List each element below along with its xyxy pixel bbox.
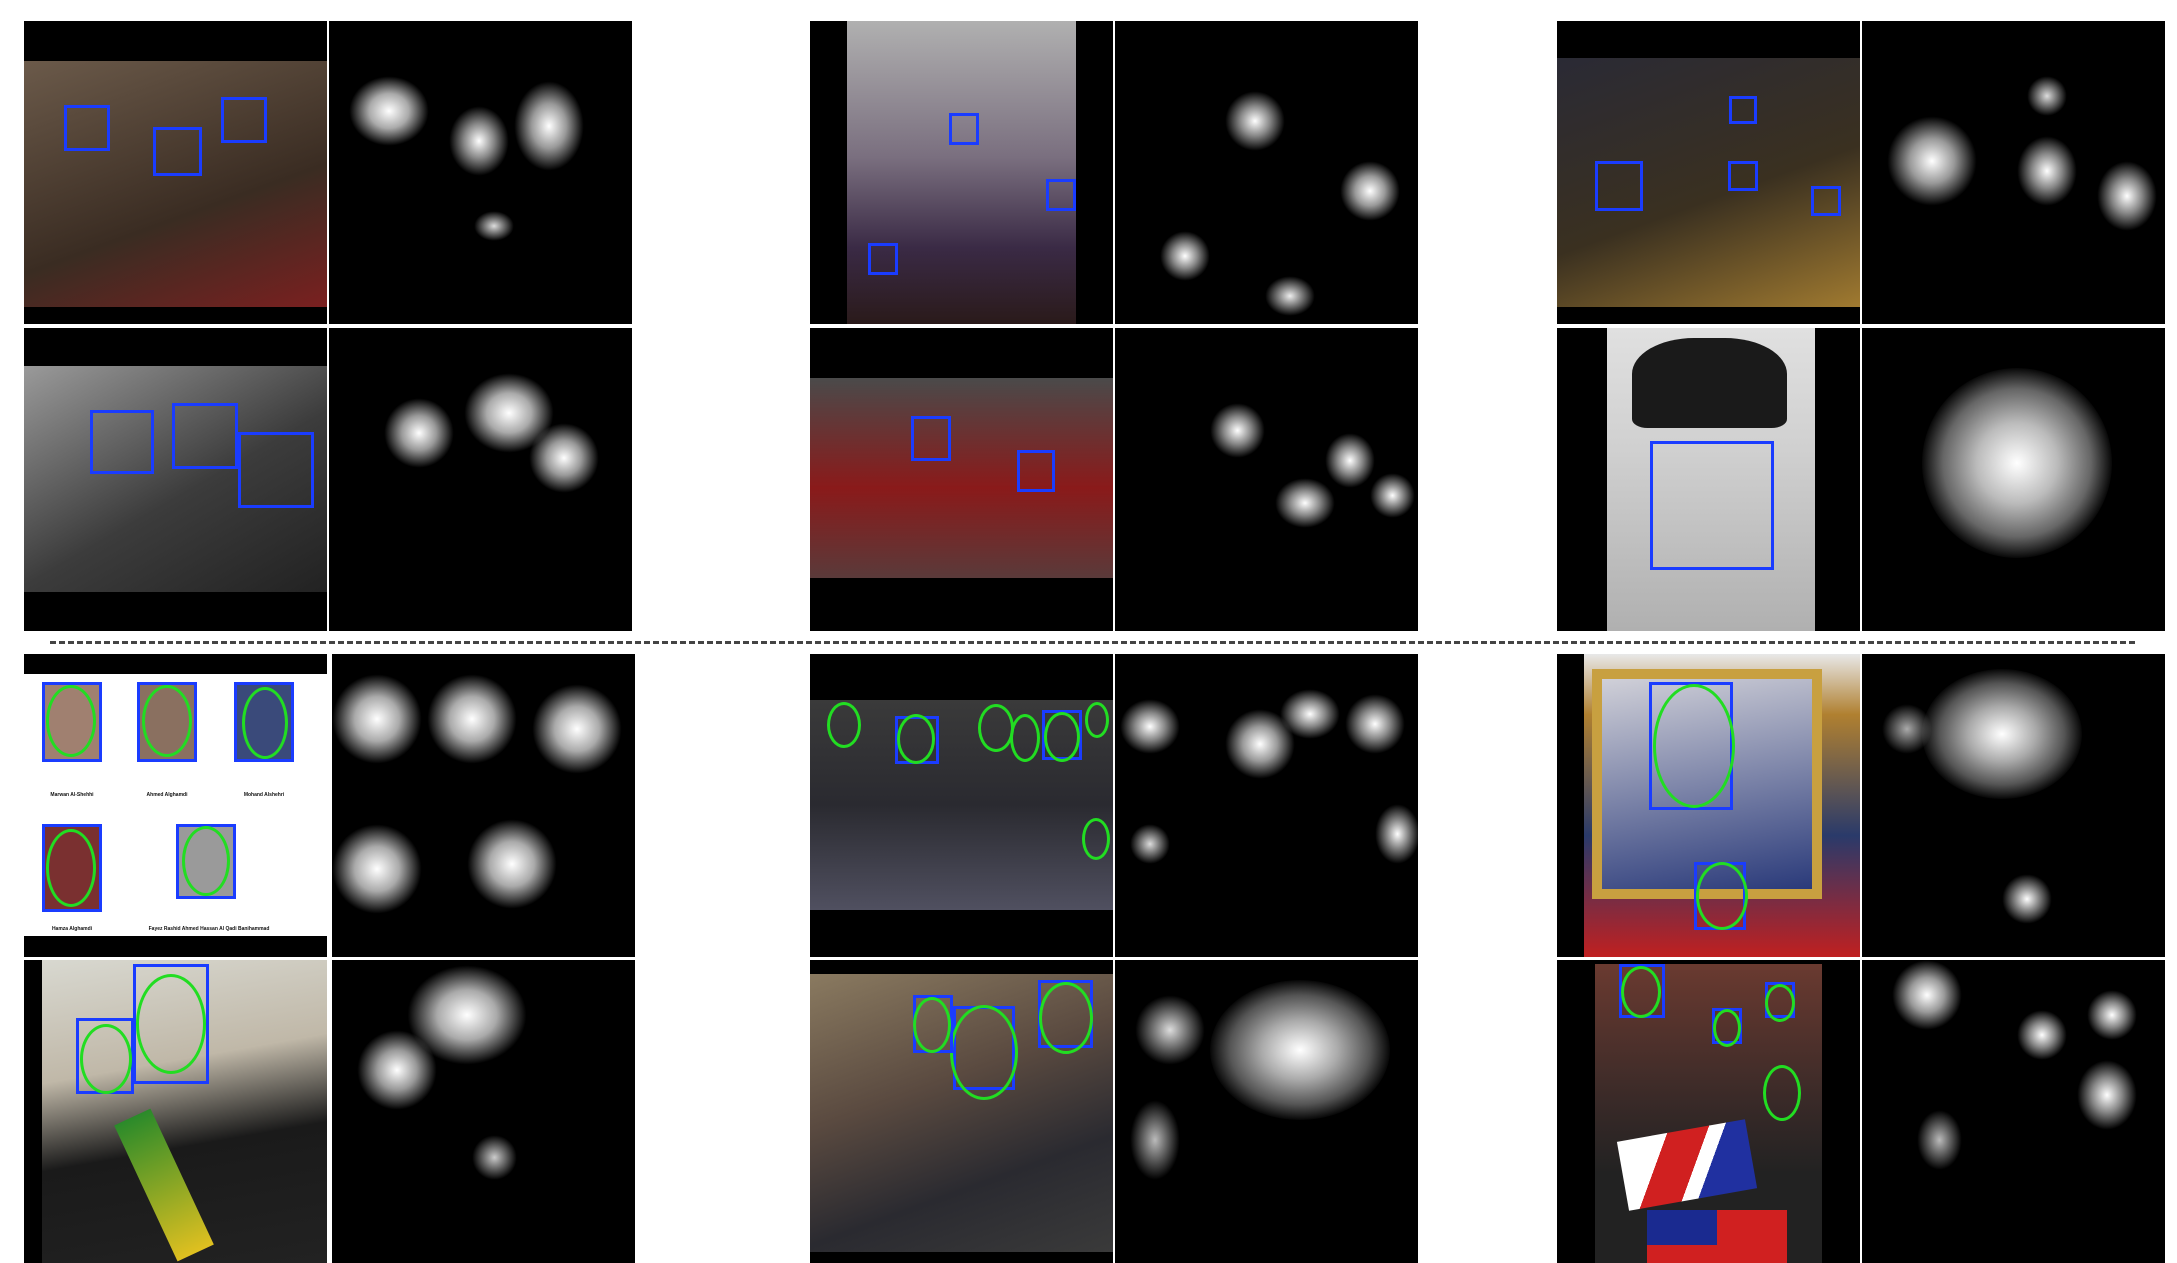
- face-box: [172, 403, 238, 469]
- face-box: [234, 682, 294, 762]
- face-box: [90, 410, 154, 474]
- mugshot-caption: Fayez Rashid Ahmed Hassan Al Qadi Baniha…: [148, 926, 270, 932]
- photo-panel: [1557, 960, 1860, 1263]
- heatmap-panel: [332, 654, 635, 957]
- face-box: [1650, 441, 1774, 570]
- face-ellipse: [80, 1024, 132, 1094]
- dashed-divider: [50, 641, 2135, 644]
- face-box: [133, 964, 209, 1084]
- face-ellipse: [1765, 984, 1795, 1022]
- face-ellipse: [142, 685, 192, 757]
- face-ellipse: [1713, 1009, 1741, 1047]
- face-box: [868, 243, 898, 275]
- face-ellipse: [1082, 818, 1110, 860]
- face-box: [42, 824, 102, 912]
- face-ellipse: [1621, 966, 1661, 1018]
- photo-panel: Marwan Al-Shehhi Ahmed Alghamdi Mohand A…: [24, 654, 327, 957]
- face-ellipse: [1010, 714, 1040, 762]
- heatmap-panel: [1115, 328, 1418, 631]
- face-ellipse: [897, 714, 935, 764]
- mugshot-caption: Hamza Alghamdi: [51, 926, 93, 932]
- photo-panel: [24, 21, 327, 324]
- heatmap-panel: [1862, 654, 2165, 957]
- heatmap-panel: [1862, 960, 2165, 1263]
- heatmap-panel: [1115, 21, 1418, 324]
- face-box: [153, 127, 202, 176]
- photo-panel: [24, 960, 327, 1263]
- face-box: [1046, 179, 1076, 211]
- mugshot-caption: Mohand Alshehri: [243, 792, 285, 798]
- face-ellipse: [913, 997, 951, 1053]
- face-ellipse: [46, 685, 96, 757]
- heatmap-panel: [329, 328, 632, 631]
- face-ellipse: [136, 974, 206, 1074]
- photo-panel: [24, 328, 327, 631]
- face-ellipse: [182, 826, 230, 896]
- heatmap-panel: [332, 960, 635, 1263]
- photo-panel: [810, 960, 1113, 1263]
- heatmap-panel: [1862, 328, 2165, 631]
- face-box: [1728, 161, 1758, 191]
- face-box: [137, 682, 197, 762]
- face-ellipse: [1044, 712, 1080, 762]
- face-ellipse: [978, 704, 1014, 752]
- face-box: [64, 105, 110, 151]
- face-ellipse: [1763, 1065, 1801, 1121]
- face-ellipse: [242, 687, 288, 759]
- face-box: [221, 97, 267, 143]
- photo-panel: [810, 21, 1113, 324]
- heatmap-panel: [1862, 21, 2165, 324]
- heatmap-panel: [1115, 654, 1418, 957]
- face-box: [1595, 161, 1643, 211]
- face-ellipse: [1085, 702, 1109, 738]
- face-ellipse: [1039, 982, 1093, 1054]
- face-box: [238, 432, 314, 508]
- photo-panel: [1557, 21, 1860, 324]
- face-ellipse: [1653, 684, 1735, 808]
- mugshot-caption: Ahmed Alghamdi: [146, 792, 188, 798]
- face-ellipse: [827, 702, 861, 748]
- face-box: [949, 113, 979, 145]
- face-box: [911, 416, 951, 461]
- face-box: [1017, 450, 1055, 492]
- face-box: [1729, 96, 1757, 124]
- face-box: [1811, 186, 1841, 216]
- face-ellipse: [46, 829, 96, 907]
- face-box: [176, 824, 236, 899]
- heatmap-panel: [329, 21, 632, 324]
- face-ellipse: [950, 1005, 1018, 1100]
- mugshot-caption: Marwan Al-Shehhi: [50, 792, 94, 798]
- heatmap-panel: [1115, 960, 1418, 1263]
- photo-panel: [1557, 654, 1860, 957]
- photo-panel: [810, 328, 1113, 631]
- photo-panel: [1557, 328, 1860, 631]
- face-box: [42, 682, 102, 762]
- face-ellipse: [1696, 862, 1748, 930]
- photo-panel: [810, 654, 1113, 957]
